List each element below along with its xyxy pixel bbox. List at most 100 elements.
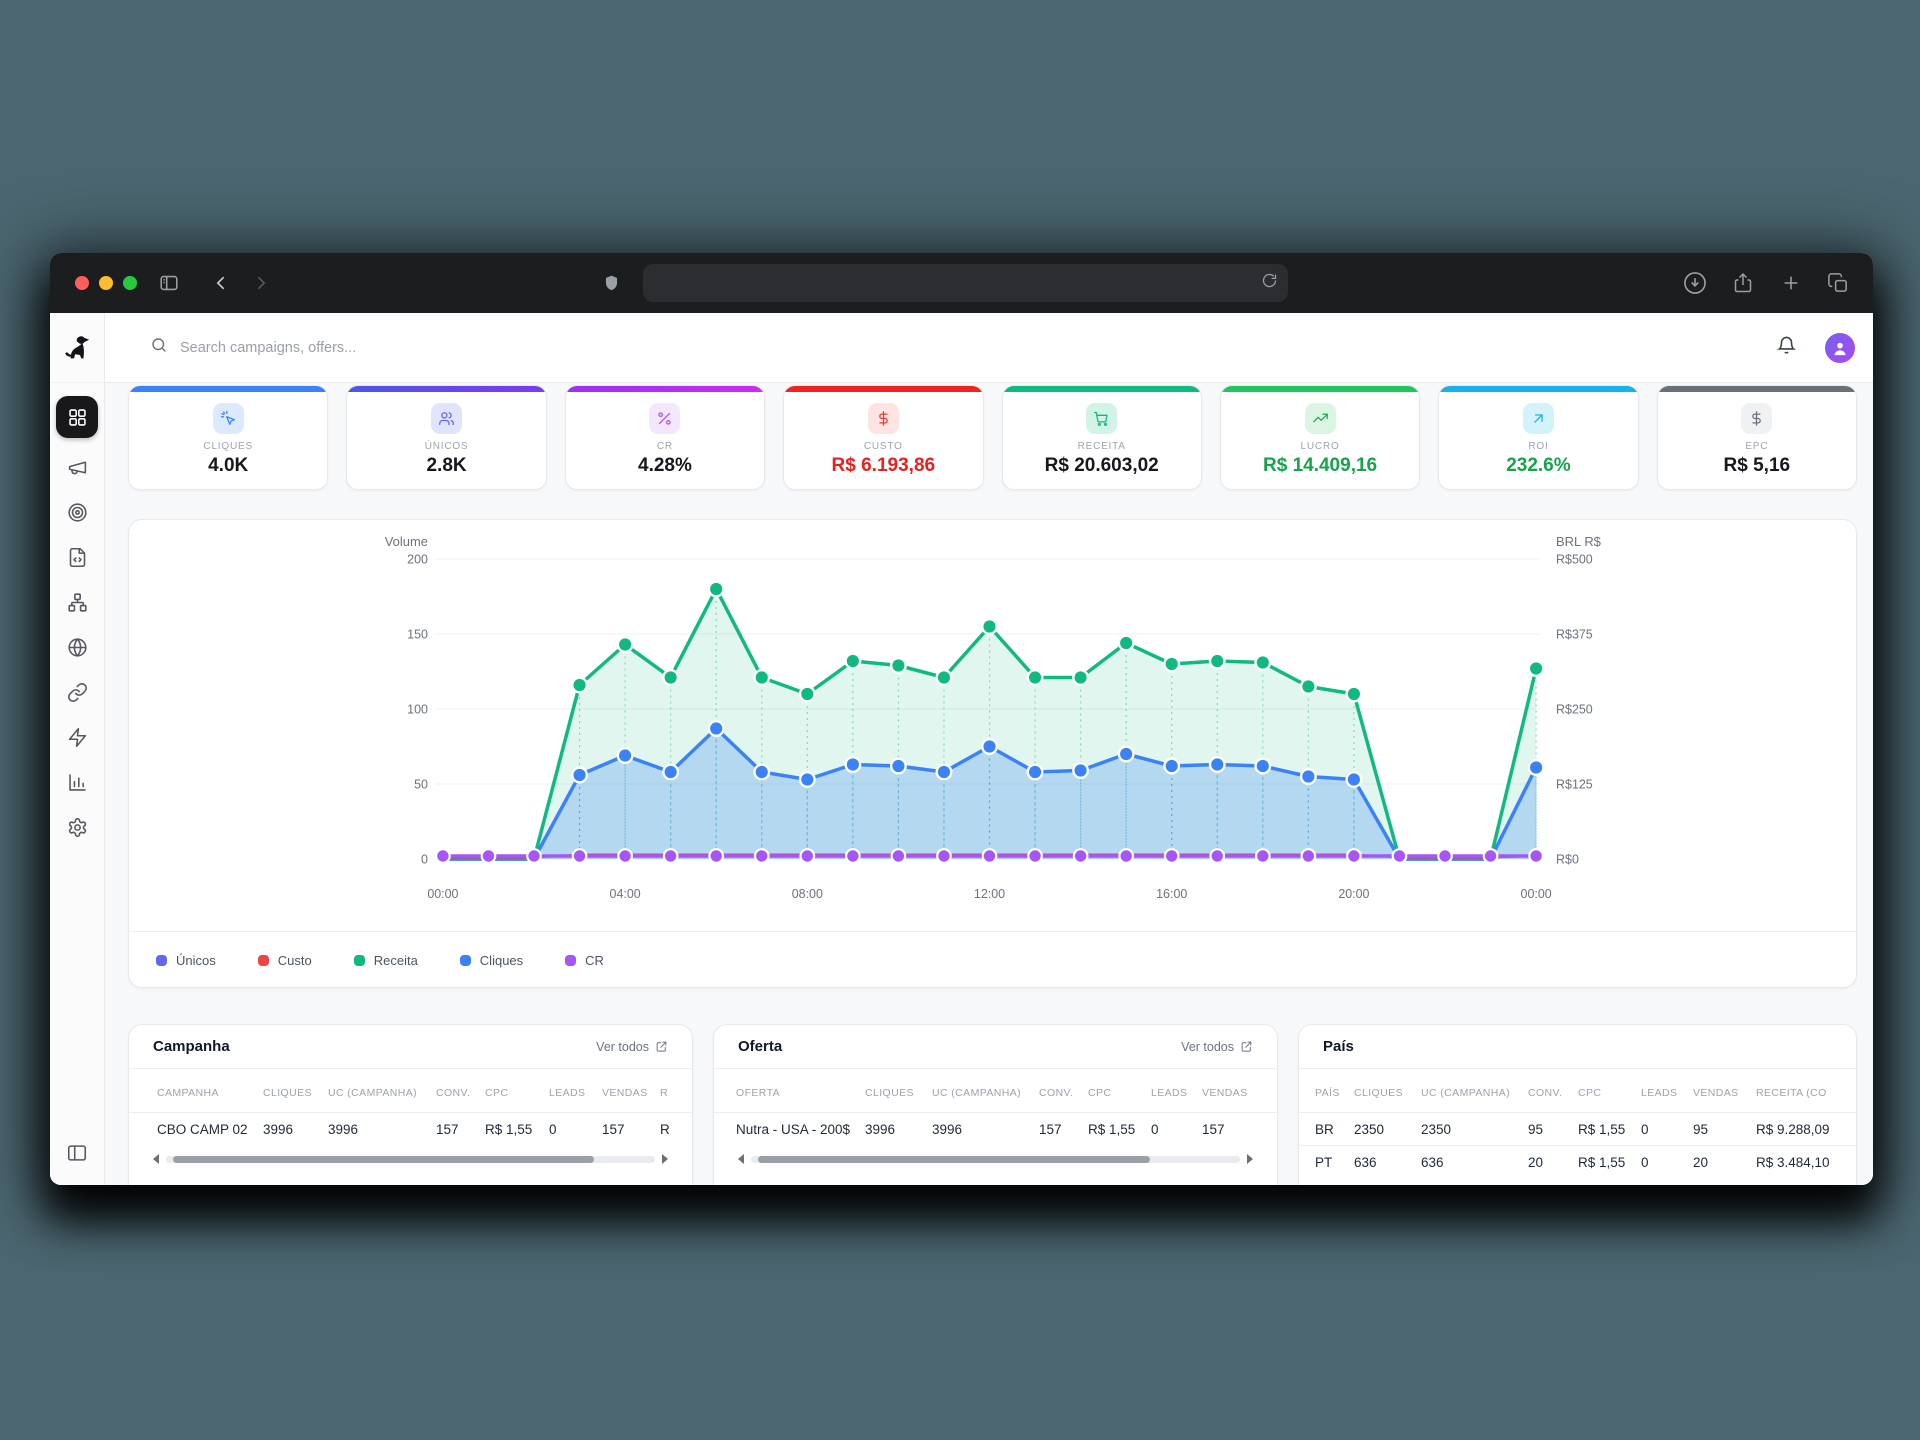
share-icon[interactable]: [1731, 253, 1755, 313]
kpi-value: 4.0K: [208, 455, 249, 476]
svg-text:08:00: 08:00: [792, 887, 823, 901]
forward-icon[interactable]: [250, 253, 270, 313]
downloads-icon[interactable]: [1682, 253, 1708, 313]
sidebar-item-funnels[interactable]: [61, 586, 93, 618]
browser-window: Search campaigns, offers... CLIQUES 4.0K Ú…: [50, 253, 1873, 1185]
back-icon[interactable]: [212, 253, 232, 313]
kpi-accent-bar: [784, 386, 983, 392]
app-logo[interactable]: [50, 313, 104, 383]
legend-dot: [353, 954, 365, 966]
dog-logo-icon: [65, 335, 90, 358]
legend-item-custo[interactable]: Custo: [257, 953, 312, 968]
scroll-right-icon[interactable]: [662, 1154, 668, 1164]
table-row: Nutra - USA - 200$ 3996 3996 157 R$ 1,55 0 157: [714, 1112, 1277, 1145]
kpi-card-cr[interactable]: CR 4.28%: [564, 385, 766, 490]
scrollbar-thumb[interactable]: [173, 1155, 594, 1163]
svg-text:BRL R$: BRL R$: [1556, 534, 1601, 549]
cursor-click-icon: [212, 403, 244, 434]
table-row: PT 636 636 20 R$ 1,55 0 20 R$ 3.484,10: [1299, 1145, 1856, 1178]
table-title: País: [1323, 1038, 1354, 1055]
sidebar-collapse-icon[interactable]: [66, 1142, 88, 1169]
kpi-accent-bar: [1657, 386, 1856, 392]
globe-icon: [67, 637, 87, 657]
kpi-value: 2.8K: [426, 455, 467, 476]
kpi-card-epc[interactable]: EPC R$ 5,16: [1656, 385, 1857, 490]
app-header: Search campaigns, offers...: [105, 313, 1873, 383]
kpi-card-lucro[interactable]: LUCRO R$ 14.409,16: [1219, 385, 1421, 490]
traffic-chart[interactable]: 0 50 100 150 200 Volume BRL R$ R$0 R$125 R$250 R$3…: [129, 520, 1856, 931]
legend-item-receita[interactable]: Receita: [353, 953, 418, 968]
svg-text:R$0: R$0: [1556, 852, 1579, 866]
browser-sidebar-toggle-icon[interactable]: [158, 253, 180, 313]
scroll-right-icon[interactable]: [1247, 1154, 1253, 1164]
sidebar: [50, 313, 105, 1185]
horizontal-scrollbar[interactable]: [153, 1154, 668, 1164]
kpi-card-cliques[interactable]: CLIQUES 4.0K: [128, 385, 329, 490]
kpi-label: ROI: [1528, 441, 1549, 452]
kpi-card-receita[interactable]: RECEITA R$ 20.603,02: [1001, 385, 1202, 490]
kpi-value: R$ 14.409,16: [1263, 455, 1378, 476]
kpi-label: CR: [656, 441, 673, 452]
svg-text:150: 150: [407, 627, 428, 641]
sidebar-item-offers[interactable]: [61, 496, 93, 528]
sidebar-item-dashboard[interactable]: [56, 396, 98, 438]
legend-dot: [565, 954, 577, 966]
legend-dot: [156, 954, 167, 966]
notifications-bell-icon[interactable]: [1776, 335, 1797, 361]
cart-icon: [1086, 403, 1118, 434]
svg-text:R$125: R$125: [1556, 777, 1593, 791]
close-window-button[interactable]: [75, 276, 89, 290]
sidebar-item-automations[interactable]: [61, 721, 93, 753]
kpi-card-custo[interactable]: CUSTO R$ 6.193,86: [783, 385, 984, 490]
tab-overview-icon[interactable]: [1827, 253, 1850, 313]
legend-item-cr[interactable]: CR: [565, 953, 604, 968]
search-input[interactable]: Search campaigns, offers...: [150, 336, 356, 359]
sidebar-item-landers[interactable]: [61, 541, 93, 573]
kpi-card-roi[interactable]: ROI 232.6%: [1438, 385, 1639, 490]
svg-text:00:00: 00:00: [427, 887, 458, 901]
settings-icon: [68, 817, 86, 837]
reload-icon[interactable]: [1261, 272, 1278, 294]
table-card-país: País PAÍS CLIQUES UC (CAMPANHA) CONV. CPC LEAD…: [1298, 1024, 1857, 1185]
svg-text:R$250: R$250: [1556, 702, 1593, 716]
sidebar-item-reports[interactable]: [61, 766, 93, 798]
user-avatar[interactable]: [1825, 332, 1855, 363]
kpi-card-únicos[interactable]: ÚNICOS 2.8K: [346, 385, 547, 490]
minimize-window-button[interactable]: [99, 276, 113, 290]
table-header-row: PAÍS CLIQUES UC (CAMPANHA) CONV. CPC LEADS VEN…: [1315, 1087, 1827, 1099]
kpi-accent-bar: [1002, 386, 1201, 392]
legend-label: Únicos: [176, 952, 216, 968]
kpi-label: RECEITA: [1077, 441, 1126, 452]
legend-label: Cliques: [479, 952, 524, 968]
scroll-left-icon[interactable]: [738, 1154, 744, 1164]
shield-icon[interactable]: [602, 253, 621, 313]
browser-titlebar: [50, 253, 1873, 313]
new-tab-icon[interactable]: [1780, 253, 1802, 313]
table-header-row: OFERTA CLIQUES UC (CAMPANHA) CONV. CPC LEADS V…: [736, 1087, 1248, 1099]
legend-label: CR: [585, 952, 604, 968]
svg-text:Volume: Volume: [385, 534, 428, 549]
sidebar-item-domains[interactable]: [61, 631, 93, 663]
kpi-accent-bar: [347, 386, 546, 392]
kpi-value: R$ 5,16: [1723, 455, 1791, 476]
legend-item-cliques[interactable]: Cliques: [459, 952, 524, 968]
scroll-left-icon[interactable]: [153, 1154, 159, 1164]
kpi-accent-bar: [129, 386, 328, 392]
zoom-window-button[interactable]: [123, 276, 137, 290]
horizontal-scrollbar[interactable]: [738, 1154, 1253, 1164]
scrollbar-track[interactable]: [166, 1155, 655, 1163]
summary-tables: Campanha Ver todos CAMPANHA CLIQUES UC (CAM…: [128, 1024, 1857, 1185]
ver-todos-link[interactable]: Ver todos: [596, 1040, 668, 1054]
scrollbar-track[interactable]: [751, 1155, 1240, 1163]
users-icon: [431, 403, 463, 434]
sidebar-item-links[interactable]: [61, 676, 93, 708]
kpi-row: CLIQUES 4.0K ÚNICOS 2.8K CR 4.28% CUSTO R$ 6.19…: [128, 385, 1857, 490]
svg-text:20:00: 20:00: [1338, 887, 1369, 901]
legend-item-únicos[interactable]: Únicos: [156, 953, 216, 968]
ver-todos-link[interactable]: Ver todos: [1181, 1040, 1253, 1054]
scrollbar-thumb[interactable]: [758, 1155, 1150, 1163]
target-icon: [67, 502, 87, 522]
url-bar[interactable]: [643, 264, 1288, 302]
sidebar-item-campaigns[interactable]: [61, 451, 93, 483]
sidebar-item-settings[interactable]: [61, 811, 93, 843]
